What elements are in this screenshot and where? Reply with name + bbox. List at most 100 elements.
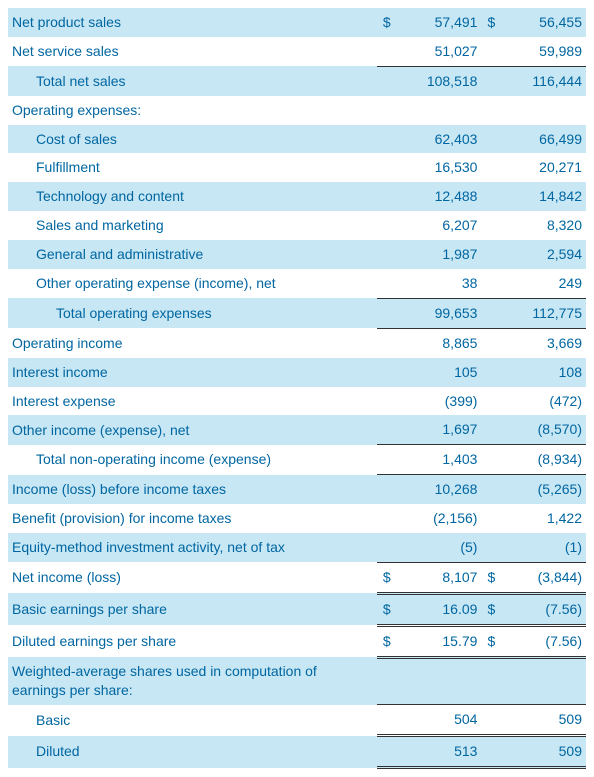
currency-symbol: $: [377, 562, 393, 593]
table-row: General and administrative 1,987 2,594: [8, 240, 586, 269]
currency-symbol: [377, 298, 393, 328]
table-row: Total net sales108,518116,444: [8, 66, 586, 95]
currency-symbol: [377, 66, 393, 95]
currency-symbol: [377, 358, 393, 387]
value-col-1: 99,653: [393, 298, 481, 328]
table-row: Weighted-average shares used in computat…: [8, 657, 586, 705]
table-row: Net income (loss)$8,107$(3,844): [8, 562, 586, 593]
currency-symbol: [481, 445, 497, 475]
currency-symbol: [377, 736, 393, 768]
table-row: Sales and marketing 6,207 8,320: [8, 211, 586, 240]
table-row: Total operating expenses99,653112,775: [8, 298, 586, 328]
value-col-1: 10,268: [393, 475, 481, 504]
row-label: Net income (loss): [8, 562, 377, 593]
value-col-2: 1,422: [498, 504, 586, 533]
table-row: Other income (expense), net 1,697 (8,570): [8, 415, 586, 444]
currency-symbol: [481, 533, 497, 562]
value-col-1: 1,403: [393, 445, 481, 475]
row-label: Cost of sales: [8, 125, 377, 154]
currency-symbol: [481, 125, 497, 154]
value-col-1: 1,987: [393, 240, 481, 269]
table-row: Diluted 513 509: [8, 736, 586, 768]
currency-symbol: [481, 415, 497, 444]
row-label: Total net sales: [8, 66, 377, 95]
currency-symbol: [377, 657, 393, 705]
table-row: Interest income105108: [8, 358, 586, 387]
value-col-2: 509: [498, 736, 586, 768]
row-label: Technology and content: [8, 182, 377, 211]
currency-symbol: [481, 475, 497, 504]
currency-symbol: [481, 504, 497, 533]
row-label: Net product sales: [8, 8, 377, 37]
table-row: Other operating expense (income), net382…: [8, 269, 586, 298]
currency-symbol: $: [377, 8, 393, 37]
value-col-2: 8,320: [498, 211, 586, 240]
currency-symbol: [377, 125, 393, 154]
value-col-1: 6,207: [393, 211, 481, 240]
row-label: Total operating expenses: [8, 298, 377, 328]
value-col-2: 509: [498, 705, 586, 736]
row-label: Interest expense: [8, 387, 377, 416]
row-label: Benefit (provision) for income taxes: [8, 504, 377, 533]
value-col-1: 51,027: [393, 37, 481, 66]
currency-symbol: [377, 240, 393, 269]
currency-symbol: [481, 736, 497, 768]
value-col-2: [498, 96, 586, 125]
table-row: Benefit (provision) for income taxes (2,1…: [8, 504, 586, 533]
row-label: Weighted-average shares used in computat…: [8, 657, 377, 705]
currency-symbol: $: [377, 593, 393, 625]
table-row: Operating expenses:: [8, 96, 586, 125]
value-col-1: (2,156): [393, 504, 481, 533]
currency-symbol: $: [481, 562, 497, 593]
currency-symbol: [481, 705, 497, 736]
row-label: Operating expenses:: [8, 96, 377, 125]
currency-symbol: [377, 445, 393, 475]
currency-symbol: [481, 240, 497, 269]
row-label: Total non-operating income (expense): [8, 445, 377, 475]
value-col-2: 2,594: [498, 240, 586, 269]
currency-symbol: [481, 96, 497, 125]
currency-symbol: [377, 415, 393, 444]
table-row: Interest expense (399) (472): [8, 387, 586, 416]
value-col-1: 8,107: [393, 562, 481, 593]
row-label: Basic: [8, 705, 377, 736]
row-label: General and administrative: [8, 240, 377, 269]
table-row: Basic earnings per share$16.09$(7.56): [8, 593, 586, 625]
row-label: Interest income: [8, 358, 377, 387]
value-col-1: 62,403: [393, 125, 481, 154]
currency-symbol: [377, 37, 393, 66]
value-col-2: (472): [498, 387, 586, 416]
value-col-2: (1): [498, 533, 586, 562]
table-row: Equity-method investment activity, net o…: [8, 533, 586, 562]
value-col-2: [498, 657, 586, 705]
currency-symbol: [481, 153, 497, 182]
currency-symbol: [377, 475, 393, 504]
row-label: Other income (expense), net: [8, 415, 377, 444]
value-col-1: 1,697: [393, 415, 481, 444]
row-label: Income (loss) before income taxes: [8, 475, 377, 504]
value-col-2: (7.56): [498, 593, 586, 625]
value-col-2: 108: [498, 358, 586, 387]
value-col-2: (8,570): [498, 415, 586, 444]
currency-symbol: [377, 182, 393, 211]
currency-symbol: [377, 328, 393, 357]
value-col-1: [393, 657, 481, 705]
value-col-2: 66,499: [498, 125, 586, 154]
value-col-1: (399): [393, 387, 481, 416]
table-row: Diluted earnings per share$15.79$(7.56): [8, 625, 586, 657]
currency-symbol: $: [481, 8, 497, 37]
income-statement-table: Net product sales$57,491$56,455Net servi…: [8, 8, 586, 769]
row-label: Diluted: [8, 736, 377, 768]
value-col-1: 8,865: [393, 328, 481, 357]
row-label: Sales and marketing: [8, 211, 377, 240]
row-label: Fulfillment: [8, 153, 377, 182]
value-col-1: 513: [393, 736, 481, 768]
value-col-2: 14,842: [498, 182, 586, 211]
value-col-2: 249: [498, 269, 586, 298]
currency-symbol: $: [481, 625, 497, 657]
table-row: Income (loss) before income taxes10,268(…: [8, 475, 586, 504]
value-col-1: 504: [393, 705, 481, 736]
currency-symbol: $: [377, 625, 393, 657]
value-col-2: (8,934): [498, 445, 586, 475]
value-col-2: 116,444: [498, 66, 586, 95]
